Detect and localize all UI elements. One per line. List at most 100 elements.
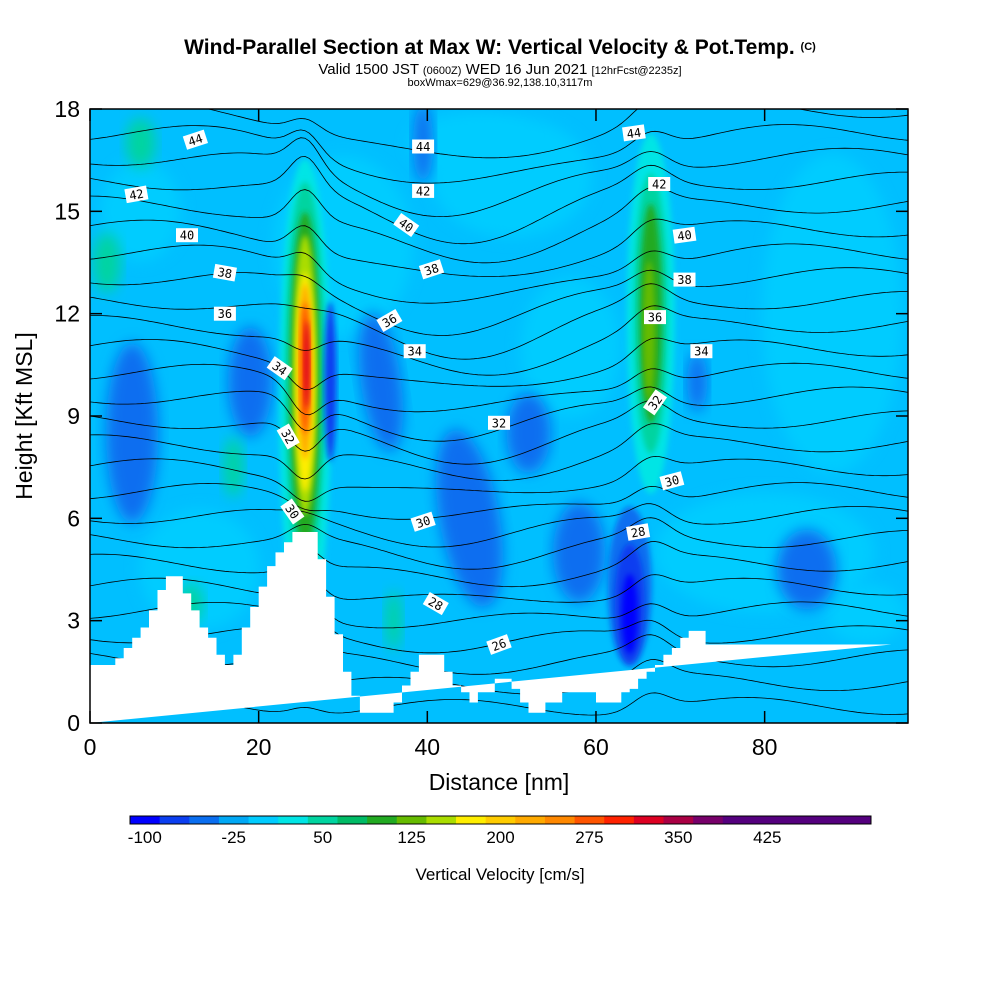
colorbar-swatch: [218, 816, 250, 824]
x-tick-label: 0: [84, 734, 97, 760]
vertical-velocity-field: [90, 109, 908, 723]
strong-downdraft: [621, 573, 638, 654]
theta-label: 28: [422, 592, 449, 616]
colorbar-swatch: [456, 816, 487, 824]
x-tick-label: 80: [752, 734, 778, 760]
y-tick-label: 9: [67, 403, 80, 429]
theta-label: 30: [280, 498, 305, 525]
theta-label-box: [212, 263, 237, 282]
colorbar-swatch: [604, 816, 635, 824]
theta-label: 40: [176, 228, 198, 243]
theta-label-box: [659, 471, 685, 491]
theta-label-box: [376, 308, 403, 333]
theta-label-box: [403, 344, 426, 359]
colorbar-swatch: [159, 816, 190, 824]
theta-label-text: 28: [630, 524, 647, 540]
theta-contour-line: [90, 186, 908, 264]
theta-label-box: [276, 423, 300, 450]
theta-label: 36: [213, 306, 236, 321]
theta-label-box: [412, 139, 435, 154]
y-tick-label: 18: [54, 96, 80, 122]
theta-contour-line: [90, 243, 908, 304]
theta-label: 42: [124, 185, 149, 204]
y-tick-label: 0: [67, 710, 80, 736]
theta-contour-line: [90, 218, 908, 277]
theta-label-text: 44: [187, 131, 205, 149]
theta-label-box: [213, 306, 236, 321]
theta-label-text: 34: [269, 359, 289, 379]
theta-label: 40: [393, 212, 420, 238]
weak-downdraft-area: [106, 343, 159, 524]
theta-label: 26: [486, 634, 512, 655]
theta-label: 36: [376, 308, 403, 333]
theta-label-text: 26: [490, 636, 508, 654]
colorbar-tick-label: -25: [221, 828, 246, 847]
theta-contour-line: [206, 109, 908, 159]
theta-label: 44: [622, 124, 646, 142]
theta-label: 44: [182, 129, 209, 150]
colorbar-swatch: [574, 816, 605, 824]
theta-label-text: 36: [380, 311, 400, 330]
theta-contour-line: [90, 124, 908, 184]
theta-contour-line: [90, 305, 908, 376]
colorbar-swatch: [693, 816, 724, 824]
terrain-profile: [90, 532, 892, 723]
theta-label-box: [182, 129, 209, 150]
theta-label-box: [393, 212, 420, 238]
colorbar-tick-label: 200: [486, 828, 514, 847]
theta-contour-line: [90, 628, 908, 675]
theta-label-text: 32: [492, 416, 506, 430]
colorbar-swatch: [426, 816, 457, 824]
box-info: boxWmax=629@36.92,138.10,3117m: [407, 77, 593, 89]
weak-lift-area: [762, 153, 903, 474]
theta-label-box: [672, 226, 697, 244]
theta-contour-line: [90, 362, 908, 416]
colorbar-swatch: [782, 816, 813, 824]
theta-label-box: [642, 389, 668, 416]
theta-label-box: [266, 356, 293, 381]
theta-label-box: [280, 498, 305, 525]
lift-patch: [125, 118, 156, 169]
y-tick-label: 3: [67, 608, 80, 634]
valid-date: WED 16 Jun 2021: [465, 61, 588, 78]
theta-label-text: 42: [128, 187, 145, 203]
theta-contour-line: [90, 482, 908, 520]
weak-downdraft-area: [687, 351, 708, 412]
valid-prefix: Valid 1500 JST: [318, 61, 419, 78]
chart-title: Wind-Parallel Section at Max W: Vertical…: [0, 36, 1000, 60]
theta-label: 34: [266, 356, 293, 381]
theta-label: 34: [690, 344, 713, 359]
colorbar-tick-label: 50: [313, 828, 332, 847]
theta-label-text: 36: [648, 311, 662, 325]
colorbar-swatch: [722, 816, 753, 824]
x-tick-label: 40: [415, 734, 441, 760]
weak-downdraft-area: [436, 429, 503, 608]
theta-contour-line: [90, 386, 908, 442]
colorbar-swatch: [278, 816, 309, 824]
theta-label-text: 30: [663, 473, 681, 490]
colorbar-swatch: [752, 816, 783, 824]
colorbar-swatch: [841, 816, 872, 824]
weak-downdraft-area: [358, 312, 404, 452]
weak-downdraft-area: [553, 502, 606, 603]
y-tick-label: 12: [54, 301, 80, 327]
theta-contour-line: [90, 155, 908, 245]
theta-label: 32: [488, 415, 510, 430]
theta-label-box: [410, 511, 436, 532]
colorbar-swatch: [248, 816, 279, 824]
colorbar-tick-label: 350: [664, 828, 692, 847]
weak-lift-area: [100, 161, 181, 262]
chart-title-text: Wind-Parallel Section at Max W: Vertical…: [184, 36, 795, 59]
colorbar-tick-label: 125: [397, 828, 425, 847]
colorbar-swatch: [811, 816, 842, 824]
copyright-mark: (C): [800, 41, 816, 53]
theta-label-text: 42: [416, 184, 430, 198]
theta-contour-line: [90, 503, 908, 548]
x-axis-label: Distance [nm]: [429, 769, 570, 795]
theta-label-text: 40: [676, 228, 692, 244]
colorbar-swatch: [307, 816, 338, 824]
secondary-updraft: [643, 260, 656, 401]
valid-time-line: Valid 1500 JST (0600Z) WED 16 Jun 2021 […: [0, 61, 1000, 78]
theta-label: 34: [403, 344, 426, 359]
